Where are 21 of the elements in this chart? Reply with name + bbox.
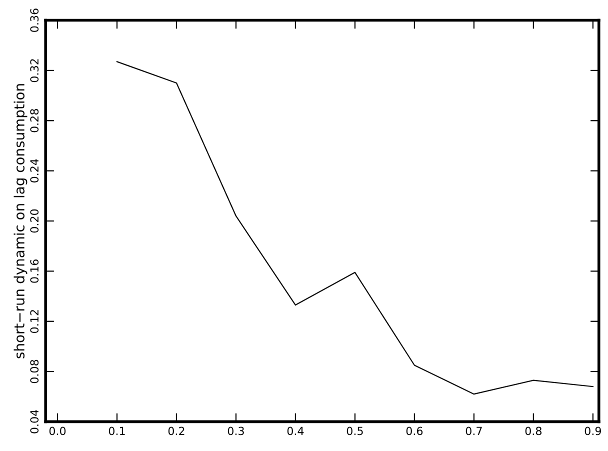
x-tick-label: 0.0 <box>49 426 66 436</box>
y-tick-label: 0.36 <box>30 8 39 32</box>
x-tick-label: 0.3 <box>228 426 244 436</box>
x-tick-label: 0.2 <box>168 426 184 436</box>
y-tick-label: 0.24 <box>30 159 39 182</box>
x-tick-label: 0.9 <box>584 426 601 436</box>
x-tick-label: 0.8 <box>525 426 542 436</box>
x-tick-label: 0.6 <box>406 426 423 436</box>
x-tick-label: 0.4 <box>287 426 304 436</box>
x-tick-label: 0.5 <box>346 426 363 436</box>
x-tick-label: 0.7 <box>466 426 482 436</box>
y-tick-label: 0.08 <box>30 360 39 384</box>
y-tick-label: 0.16 <box>30 259 39 283</box>
y-tick-label: 0.28 <box>30 109 39 132</box>
line-series <box>116 61 594 395</box>
y-tick-label: 0.12 <box>30 310 39 333</box>
y-tick-label: 0.04 <box>30 410 39 434</box>
y-tick-label: 0.32 <box>30 59 39 82</box>
y-tick-label: 0.20 <box>30 209 39 233</box>
x-tick-label: 0.1 <box>108 426 125 436</box>
y-axis-title: short−run dynamic on lag consumption <box>14 84 28 358</box>
